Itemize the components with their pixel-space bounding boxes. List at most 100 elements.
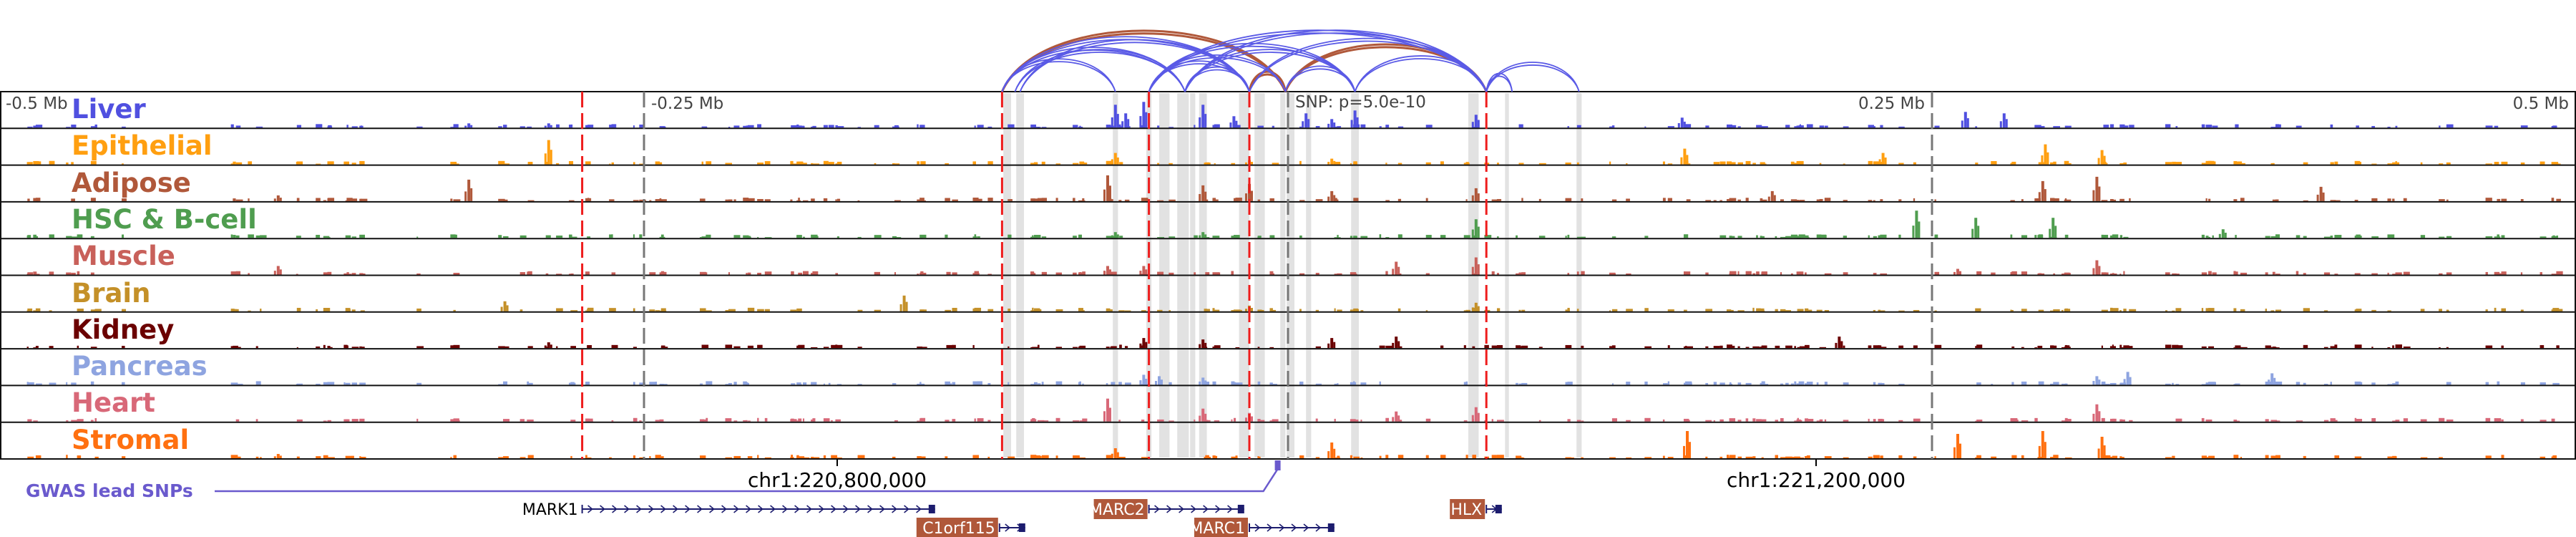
signal-bar [920,347,927,349]
signal-bar [1521,309,1526,311]
signal-bar [659,236,665,238]
signal-bar [1385,345,1392,349]
signal-bar [1055,347,1063,349]
signal-bar [1611,125,1615,128]
signal-peak [1145,379,1148,385]
signal-bar [1521,382,1528,385]
signal-bar [892,456,896,458]
signal-bar [1073,198,1075,201]
signal-bar [1819,163,1822,165]
signal-bar [90,381,94,385]
signal-bar [519,126,525,128]
strand-arrow-icon [673,505,678,513]
signal-bar [836,344,843,349]
signal-bar [1685,271,1691,275]
signal-bar [1397,126,1404,128]
signal-bar [1719,161,1726,165]
signal-bar [1212,236,1220,238]
signal-bar [1337,309,1342,311]
signal-bar [233,198,236,201]
signal-bar [660,199,667,201]
signal-bar [327,161,334,165]
signal-bar [796,200,801,201]
signal-bar [1350,382,1357,385]
signal-bar [2420,309,2425,311]
signal-bar [945,420,950,422]
signal-bar [811,163,814,165]
signal-bar [790,199,793,201]
signal-bar [633,347,637,349]
signal-bar [1991,456,1997,458]
axis-label-0.5: 0.5 Mb [2513,95,2569,113]
signal-bar [2165,162,2172,165]
signal-bar [2323,272,2331,275]
strand-arrow-icon [1303,523,1309,532]
signal-bar [49,346,54,349]
signal-bar [1806,382,1813,385]
signal-bar [2303,236,2307,238]
signal-bar [26,347,29,349]
signal-track-stromal [27,431,2557,458]
signal-bar [1576,236,1581,238]
signal-bar [1350,236,1353,238]
track-label: Kidney [72,314,175,345]
signal-bar [1873,455,1880,458]
signal-bar [1737,346,1740,349]
signal-bar [796,345,803,349]
signal-bar [733,420,738,422]
signal-bar [49,271,54,275]
signal-peak [1103,271,1106,275]
signal-bar [1082,418,1088,422]
signal-peak [1113,105,1117,128]
signal-bar [2235,235,2237,238]
signal-bar [1873,345,1880,349]
signal-bar [2551,236,2558,238]
signal-bar [764,161,771,165]
signal-peak [1251,308,1253,311]
signal-bar [1756,235,1758,238]
signal-bar [1975,163,1979,165]
signal-bar [1425,310,1428,311]
signal-peak [1139,380,1142,385]
signal-bar [2175,126,2178,128]
signal-peak [544,345,547,349]
signal-peak [1109,269,1111,275]
signal-bar [917,456,922,458]
signal-peak [1959,271,1961,275]
signal-bar [2371,347,2373,349]
signal-bar [2064,234,2069,238]
signal-bar [2240,272,2248,275]
signal-bar [857,347,862,349]
signal-peak [2098,379,2101,385]
signal-bar [2011,161,2016,165]
signal-bar [2119,310,2122,311]
signal-bar [503,419,510,422]
signal-bar [1350,455,1352,458]
signal-bar [2520,309,2524,311]
signal-bar [1037,383,1041,385]
signal-bar [2323,236,2331,238]
gene-label: MARC1 [1189,520,1245,537]
signal-bar [450,234,456,238]
signal-bar [2021,309,2027,311]
signal-bar [570,161,572,165]
signal-bar [1212,381,1216,385]
strand-arrow-icon [855,505,861,513]
signal-peak [2097,448,2100,458]
signal-bar [1111,346,1117,349]
signal-bar [316,163,321,165]
signal-bar [2233,308,2237,311]
signal-bar [1465,199,1468,201]
signal-bar [327,382,335,385]
signal-bar [2371,417,2376,422]
signal-bar [2387,456,2394,458]
signal-peak [2273,377,2276,385]
signal-bar [1576,162,1579,165]
signal-bar [1713,346,1720,349]
signal-bar [1796,125,1802,128]
signal-bar [1843,272,1848,275]
signal-bar [2205,308,2211,311]
signal-bar [1745,418,1749,422]
signal-bar [2275,236,2280,238]
signal-bar [812,457,820,458]
